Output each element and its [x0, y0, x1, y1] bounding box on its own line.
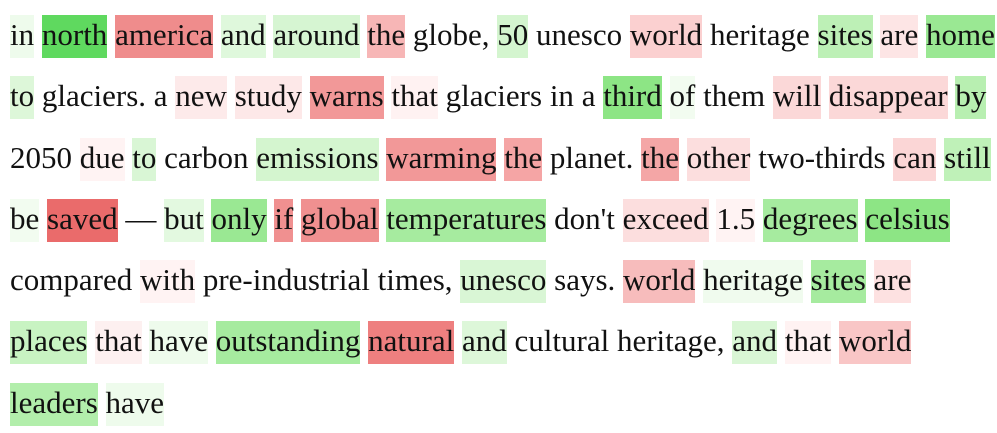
word-token: warming	[386, 137, 497, 181]
word-token: world	[629, 15, 703, 58]
word-token: celsius	[865, 198, 950, 242]
word-token: world	[839, 321, 912, 365]
word-token: times,	[377, 262, 453, 298]
word-token: and	[220, 15, 266, 58]
word-token: in	[549, 78, 574, 114]
word-token: if	[274, 198, 294, 242]
word-token: a	[153, 78, 168, 114]
word-token: sites	[817, 15, 873, 58]
word-token: planet.	[549, 139, 634, 175]
word-token: third	[603, 76, 662, 120]
word-token: places	[10, 321, 88, 365]
word-token: will	[772, 76, 822, 120]
word-token: glaciers.	[41, 78, 147, 114]
word-token: disappear	[828, 76, 948, 120]
word-token: have	[149, 321, 208, 365]
word-token: due	[79, 137, 125, 181]
word-token: and	[462, 321, 507, 365]
word-token: cultural	[514, 323, 610, 359]
word-token: the	[367, 15, 406, 58]
word-token: natural	[368, 321, 455, 365]
word-token: warns	[309, 76, 384, 120]
word-token: new	[175, 76, 227, 120]
word-token: the	[504, 137, 543, 181]
word-token: temperatures	[386, 198, 547, 242]
word-token: two-thirds	[758, 139, 886, 175]
word-token: saved	[47, 198, 118, 242]
word-token: says.	[554, 262, 616, 298]
word-token: emissions	[256, 137, 379, 181]
word-token: home	[925, 15, 995, 58]
word-token: degrees	[762, 198, 858, 242]
word-token: 2050	[10, 139, 72, 175]
word-token: heritage,	[616, 323, 725, 359]
word-token: heritage	[709, 17, 810, 52]
word-token: outstanding	[215, 321, 361, 365]
word-token: but	[164, 198, 204, 242]
word-token: exceed	[622, 198, 709, 242]
word-token: glaciers	[445, 78, 543, 114]
word-token: with	[139, 260, 196, 304]
word-token: world	[623, 260, 696, 304]
word-token: can	[893, 137, 937, 181]
word-token: still	[944, 137, 991, 181]
word-token: the	[641, 137, 679, 181]
word-token: global	[301, 198, 379, 242]
word-token: be	[10, 198, 40, 242]
word-token: to	[10, 76, 35, 120]
highlighted-text-passage: in north america and around the globe, 5…	[10, 4, 995, 433]
word-token: around	[273, 15, 360, 58]
word-token: by	[955, 76, 987, 120]
word-token: are	[873, 260, 912, 304]
word-token: sites	[810, 260, 866, 304]
word-token: in	[10, 15, 35, 58]
word-token: carbon	[164, 139, 249, 175]
word-token: compared	[10, 262, 133, 298]
word-token: unesco	[536, 17, 623, 52]
word-token: a	[581, 78, 596, 114]
word-token: 50	[497, 15, 529, 58]
word-token: of	[669, 76, 696, 120]
word-token: north	[41, 15, 108, 58]
word-token: study	[234, 76, 302, 120]
word-token: only	[211, 198, 267, 242]
word-token: globe,	[412, 17, 490, 52]
word-token: that	[784, 321, 832, 365]
word-token: are	[880, 15, 919, 58]
word-token: pre-industrial	[202, 262, 370, 298]
word-token: 1.5	[716, 198, 756, 242]
word-token: america	[115, 15, 214, 58]
word-token: and	[732, 321, 778, 365]
word-token: leaders	[10, 382, 98, 426]
word-token: them	[703, 78, 766, 114]
word-token: —	[125, 200, 157, 236]
word-token: to	[132, 137, 157, 181]
word-token: that	[95, 321, 142, 365]
word-token: have	[105, 382, 165, 426]
word-token: other	[686, 137, 751, 181]
word-token: heritage	[703, 260, 803, 304]
word-token: that	[391, 76, 438, 120]
word-token: don't	[554, 200, 615, 236]
word-token: unesco	[460, 260, 547, 304]
